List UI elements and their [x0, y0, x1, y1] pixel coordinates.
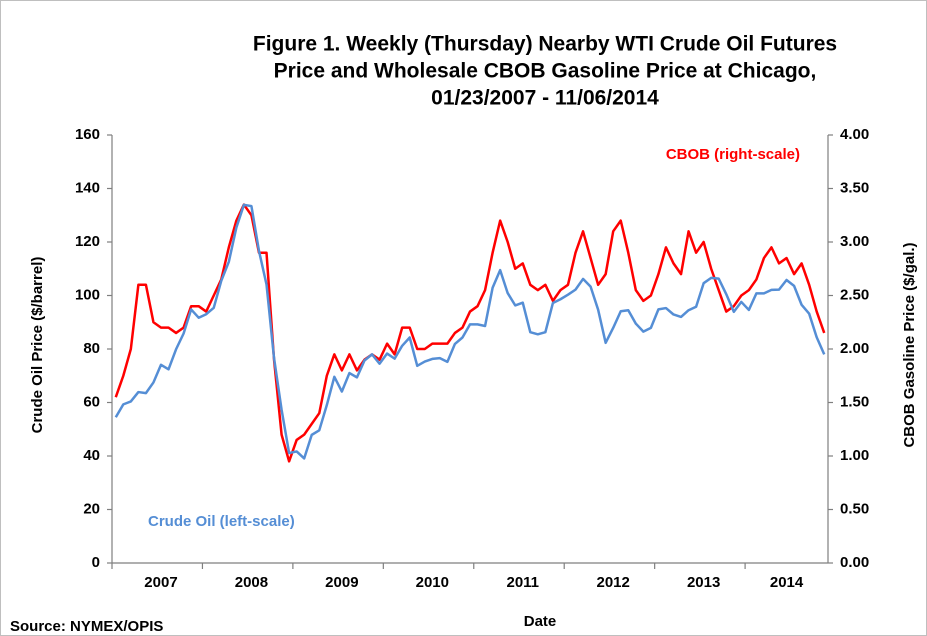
x-axis-label: Date — [524, 613, 557, 630]
y2-tick-label: 3.50 — [840, 179, 869, 196]
chart-title: 01/23/2007 - 11/06/2014 — [431, 87, 659, 110]
y-tick-label: 160 — [75, 126, 100, 143]
y-tick-label: 20 — [83, 500, 100, 517]
x-tick-label: 2014 — [770, 574, 804, 591]
x-tick-label: 2008 — [235, 574, 268, 591]
x-tick-label: 2007 — [144, 574, 177, 591]
y2-tick-label: 0.00 — [840, 554, 869, 571]
y2-tick-label: 1.50 — [840, 393, 869, 410]
x-tick-label: 2010 — [416, 574, 449, 591]
series-label: Crude Oil (left-scale) — [148, 513, 295, 530]
y-tick-label: 140 — [75, 179, 100, 196]
x-tick-label: 2012 — [597, 574, 630, 591]
y2-tick-label: 3.00 — [840, 233, 869, 250]
chart-title: Figure 1. Weekly (Thursday) Nearby WTI C… — [253, 33, 837, 56]
y-tick-label: 80 — [83, 340, 100, 357]
data-line — [114, 203, 826, 463]
source-note: Source: NYMEX/OPIS — [10, 618, 163, 635]
y-tick-label: 0 — [92, 554, 100, 571]
y2-tick-label: 1.00 — [840, 447, 869, 464]
y2-tick-label: 2.00 — [840, 340, 869, 357]
x-tick-label: 2013 — [687, 574, 720, 591]
y2-axis-label: CBOB Gasoline Price ($/gal.) — [901, 242, 918, 447]
data-line — [114, 203, 826, 460]
y2-tick-label: 4.00 — [840, 126, 869, 143]
y-tick-label: 40 — [83, 447, 100, 464]
x-tick-label: 2009 — [325, 574, 358, 591]
y-tick-label: 100 — [75, 286, 100, 303]
x-tick-label: 2011 — [506, 574, 539, 591]
series-label: CBOB (right-scale) — [666, 146, 800, 163]
y-axis-label: Crude Oil Price ($/barrel) — [29, 257, 46, 434]
y-tick-label: 60 — [83, 393, 100, 410]
y-tick-label: 120 — [75, 233, 100, 250]
y2-tick-label: 2.50 — [840, 286, 869, 303]
chart-title: Price and Wholesale CBOB Gasoline Price … — [274, 60, 817, 83]
y2-tick-label: 0.50 — [840, 500, 869, 517]
